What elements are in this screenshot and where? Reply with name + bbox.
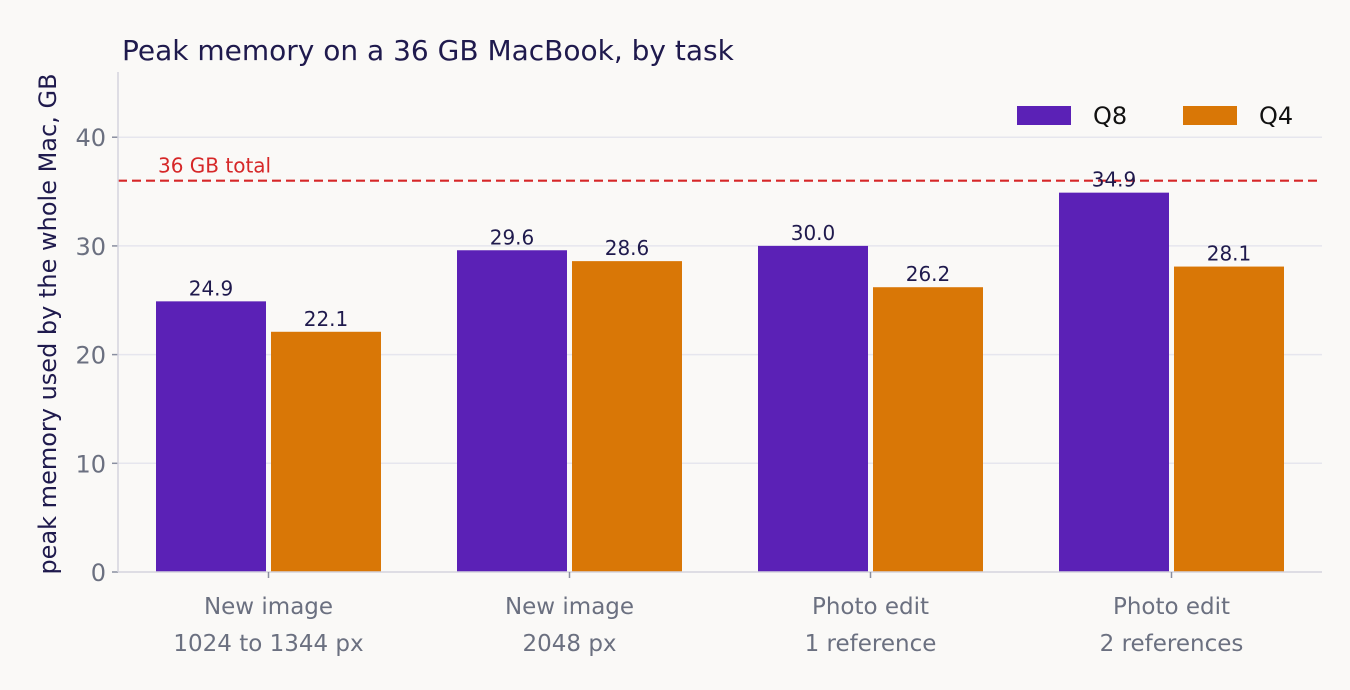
- y-tick-label: 10: [75, 450, 106, 478]
- data-label: 28.1: [1207, 242, 1252, 266]
- bar-q8: [156, 301, 266, 572]
- data-label: 30.0: [791, 221, 836, 245]
- legend-label-q4: Q4: [1259, 102, 1293, 130]
- legend-label-q8: Q8: [1093, 102, 1127, 130]
- bar-q8: [1059, 192, 1169, 573]
- x-tick-label: 2 references: [1100, 631, 1244, 657]
- x-tick-label: New image: [204, 594, 333, 620]
- legend-swatch-q8: [1017, 106, 1071, 125]
- data-labels: 24.9 22.1 29.6 28.6 30.0 26.2 34.9 28.1: [189, 168, 1252, 331]
- y-tick-label: 40: [75, 124, 106, 152]
- reference-line-label: 36 GB total: [158, 154, 271, 178]
- y-tick-label: 0: [91, 559, 106, 587]
- y-tick-label: 30: [75, 233, 106, 261]
- bar-q8: [457, 250, 567, 572]
- bar-q4: [271, 331, 381, 572]
- reference-line-group: 36 GB total: [118, 154, 1322, 182]
- legend: Q8 Q4: [1017, 102, 1293, 130]
- axes: 0 10 20 30 40 New image 1024 to 1344 px New ima…: [75, 72, 1322, 657]
- x-tick-label: 2048 px: [522, 631, 616, 657]
- data-label: 26.2: [906, 262, 951, 286]
- x-tick-label: 1 reference: [805, 631, 937, 657]
- x-tick-label: Photo edit: [812, 594, 929, 620]
- bar-q4: [873, 287, 983, 572]
- bar-q8: [758, 245, 868, 573]
- data-label: 29.6: [490, 225, 535, 249]
- bars: [156, 192, 1284, 573]
- y-tick-label: 20: [75, 342, 106, 370]
- x-tick-label: Photo edit: [1113, 594, 1230, 620]
- legend-swatch-q4: [1183, 106, 1237, 125]
- bar-q4: [1174, 266, 1284, 572]
- data-label: 24.9: [189, 276, 234, 300]
- x-tick-label: 1024 to 1344 px: [173, 631, 363, 657]
- bar-q4: [572, 261, 682, 572]
- data-label: 28.6: [605, 236, 650, 260]
- y-axis-label: peak memory used by the whole Mac, GB: [34, 73, 62, 574]
- chart-title: Peak memory on a 36 GB MacBook, by task: [122, 34, 735, 67]
- x-tick-label: New image: [505, 594, 634, 620]
- data-label: 22.1: [304, 307, 349, 331]
- data-label: 34.9: [1092, 168, 1137, 192]
